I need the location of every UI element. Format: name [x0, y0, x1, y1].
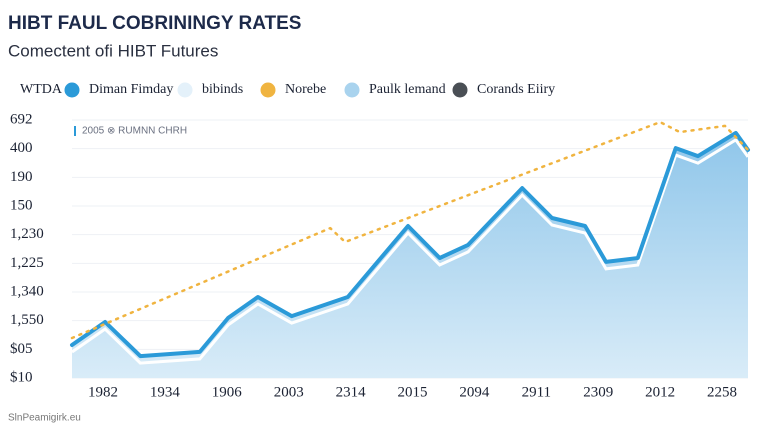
legend-label: bibinds [202, 82, 243, 97]
y-axis-label: 150 [10, 197, 33, 213]
y-axis-label: 190 [10, 169, 33, 185]
y-axis-label: $10 [10, 369, 33, 385]
legend-item: Norebe [259, 81, 326, 99]
legend-swatch [176, 81, 194, 99]
x-axis-label: 2314 [336, 384, 367, 400]
x-axis-label: 1934 [150, 384, 181, 400]
x-axis-label: 2003 [274, 384, 304, 400]
x-axis-label: 1982 [88, 384, 118, 400]
annotation: 2005 ⊗ RUMNN CHRH [82, 126, 187, 137]
y-axis-label: 400 [10, 140, 33, 156]
legend-label: Norebe [285, 82, 326, 97]
y-axis-label: 1,550 [10, 312, 44, 328]
x-axis-label: 2911 [522, 384, 551, 400]
y-axis-label: 1,225 [10, 255, 44, 271]
line-highlight [71, 137, 750, 365]
legend-item: Paulk lemand [343, 81, 446, 99]
legend-label: Paulk lemand [369, 82, 446, 97]
y-axis-label: 692 [10, 111, 33, 127]
chart-title: HIBT FAUL COBRININGY RATES [8, 13, 301, 34]
x-axis-label: 2309 [583, 384, 613, 400]
legend-swatch [451, 81, 469, 99]
y-axis-label: 1,340 [10, 283, 44, 299]
area [72, 132, 748, 378]
legend-label: Diman Fimday [89, 82, 173, 97]
legend-swatch [259, 81, 277, 99]
x-axis-label: 2015 [398, 384, 428, 400]
y-axis-label: $05 [10, 341, 33, 357]
legend-item: Corands Eiiry [451, 81, 555, 99]
x-axis-label: 2094 [459, 384, 490, 400]
chart-subtitle: Comectent ofi HIBT Futures [8, 41, 218, 60]
line [70, 120, 750, 340]
x-axis-label: 1906 [212, 384, 243, 400]
legend-swatch [343, 81, 361, 99]
footer: SlnPeamigirk.eu [8, 413, 81, 424]
y-axis-label: 1,230 [10, 226, 44, 242]
legend-label: Corands Eiiry [477, 82, 555, 97]
annotation-marker [74, 126, 76, 136]
legend-item: bibinds [176, 81, 243, 99]
line [70, 130, 750, 359]
legend-title: WTDA [20, 82, 63, 97]
x-axis-label: 2012 [645, 384, 675, 400]
x-axis-label: 2258 [707, 384, 737, 400]
legend-item: Diman Fimday [63, 81, 173, 99]
legend-swatch [63, 81, 81, 99]
